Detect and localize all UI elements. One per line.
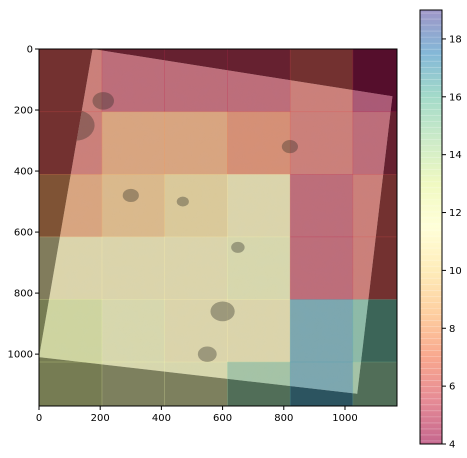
overlay-tint-tile	[101, 111, 165, 175]
overlay-tint-tile	[227, 299, 291, 363]
heatmap-tile	[102, 424, 165, 458]
overlay-tint-tile	[164, 236, 228, 300]
colorbar-bar	[420, 10, 442, 444]
overlay-tint-tile	[101, 174, 165, 238]
overlay-tint-tile	[164, 174, 228, 238]
colorbar-tick-label: 14	[449, 150, 462, 161]
x-tick-label: 400	[152, 413, 171, 424]
overlay-tint-tile	[101, 299, 165, 363]
overlay-tint-tile	[289, 236, 354, 300]
crater-mark	[197, 346, 217, 362]
heatmap-tile	[164, 424, 227, 458]
y-tick-label: 600	[14, 228, 33, 239]
colorbar-axis: 4 6 8 10 12 14 16 18	[442, 34, 462, 451]
x-axis: 0 200 400 600 800 1000	[36, 406, 358, 424]
overlay-tint-tile	[227, 174, 291, 238]
overlay-tint-tile	[227, 424, 290, 458]
overlay-tint-tile	[352, 111, 393, 175]
crater-mark	[122, 188, 139, 203]
plot-area: 0 200 400 600 800 1000 0 200 400 600 800 1000	[8, 45, 416, 458]
overlay-tint-tile	[39, 299, 103, 363]
heatmap-tile	[227, 424, 290, 458]
y-tick-label: 0	[27, 45, 33, 56]
heatmap-tile	[39, 361, 103, 406]
heatmap-tile	[290, 424, 353, 458]
colorbar-tick-label: 12	[449, 208, 462, 219]
overlay-tint-tile	[101, 49, 165, 113]
overlay-tint-tile	[164, 424, 227, 458]
overlay-tint-tile	[289, 174, 354, 238]
y-tick-label: 200	[14, 106, 33, 117]
colorbar: 4 6 8 10 12 14 16 18	[419, 9, 462, 451]
overlay-tint-tile	[39, 424, 102, 458]
overlay-tint-tile	[102, 424, 165, 458]
heatmap-tile	[353, 424, 416, 458]
overlay-tint-tile	[289, 111, 354, 175]
colorbar-tick-label: 6	[449, 382, 455, 393]
heatmap-tile	[39, 424, 102, 458]
colorbar-frame	[419, 9, 443, 445]
colorbar-tick-label: 4	[449, 440, 455, 451]
colorbar-tick-label: 8	[449, 324, 455, 335]
x-tick-label: 200	[91, 413, 110, 424]
overlay-tint-tile	[227, 111, 291, 175]
overlay-tint-tile	[289, 299, 354, 363]
crater-mark	[281, 140, 298, 154]
crater-mark	[92, 92, 115, 110]
overlay-tint-tile	[164, 299, 228, 363]
y-tick-label: 800	[14, 289, 33, 300]
y-axis: 0 200 400 600 800 1000	[8, 45, 39, 361]
x-tick-label: 1000	[332, 413, 357, 424]
y-tick-label: 400	[14, 167, 33, 178]
x-tick-label: 0	[36, 413, 42, 424]
overlay-tint-tile	[290, 424, 353, 458]
x-tick-label: 800	[274, 413, 293, 424]
overlay-tint-tile	[164, 111, 228, 175]
plot-frame	[38, 48, 398, 407]
colorbar-tick-label: 10	[449, 266, 462, 277]
colorbar-tick-label: 16	[449, 92, 462, 103]
overlay-tint-tile	[227, 236, 291, 300]
heatmap-tile	[352, 361, 397, 406]
crater-mark	[210, 301, 235, 322]
crater-mark	[176, 196, 189, 207]
crater-mark	[231, 241, 245, 253]
colorbar-tick-label: 18	[449, 34, 462, 45]
x-tick-label: 600	[213, 413, 232, 424]
y-tick-label: 1000	[8, 350, 33, 361]
colorbar-lines	[420, 12, 442, 442]
overlay-tint-tile	[353, 424, 416, 458]
overlay-tint-tile	[101, 236, 165, 300]
